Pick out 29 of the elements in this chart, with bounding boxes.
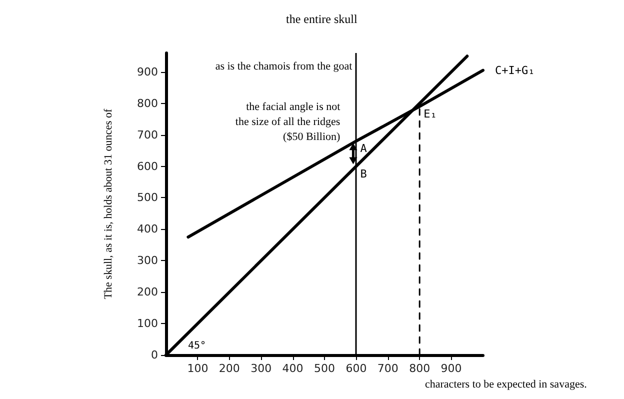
x-tick-label: 100 [187, 362, 208, 375]
x-tick-label: 300 [250, 362, 272, 375]
x-tick-label: 800 [409, 362, 430, 375]
series-label: C+I+G₁ [495, 64, 535, 77]
annotation: 45° [188, 340, 206, 352]
x-tick-label: 200 [218, 362, 240, 375]
y-tick-label: 400 [137, 222, 158, 236]
annotation: the facial angle is not the size of all the ridges ($50 Billion) [235, 101, 341, 144]
annotation: as is the chamois from the goat [215, 60, 352, 72]
y-tick-label: 0 [151, 348, 158, 362]
y-tick-label: 300 [137, 254, 158, 268]
x-tick-label: 600 [346, 362, 367, 375]
y-tick-label: 800 [137, 96, 158, 110]
annotation: B [360, 167, 368, 180]
x-tick-label: 900 [440, 362, 462, 375]
annotation: A [360, 142, 368, 156]
annotation: E₁ [424, 107, 437, 120]
y-tick-label: 200 [137, 286, 158, 299]
x-tick-label: 400 [282, 362, 304, 375]
y-tick-label: 100 [137, 317, 158, 330]
x-tick-label: 500 [314, 362, 335, 375]
y-tick-label: 500 [137, 191, 158, 204]
chart-title: the entire skull [286, 12, 358, 26]
y-tick-label: 700 [137, 128, 158, 142]
y-tick-label: 900 [137, 65, 158, 78]
y-axis-title: The skull, as it is, holds about 31 ounces of [102, 108, 114, 300]
x-tick-label: 700 [377, 362, 398, 375]
y-tick-label: 600 [137, 160, 158, 173]
x-axis-title: characters to be expected in savages. [425, 378, 588, 390]
